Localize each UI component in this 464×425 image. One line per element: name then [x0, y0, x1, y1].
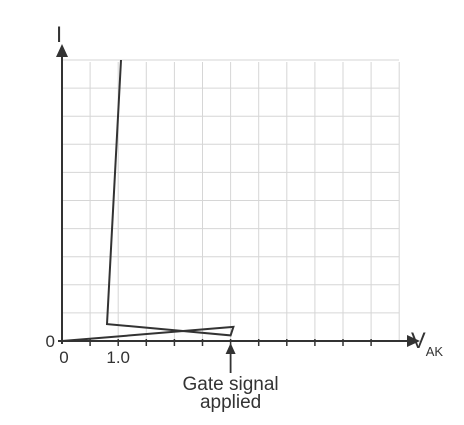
x-axis-arrowhead — [407, 335, 420, 347]
grid — [62, 59, 400, 341]
axes — [56, 44, 420, 347]
annotation-arrowhead — [225, 343, 236, 354]
x-axis-label: VAK — [411, 328, 443, 359]
x-tick-label-1: 1.0 — [106, 348, 130, 367]
y-axis-arrowhead — [56, 44, 68, 57]
y-axis-label: I — [56, 22, 62, 47]
annotation-text-line2: applied — [200, 392, 261, 413]
gate-signal-annotation: Gate signal applied — [183, 343, 279, 413]
x-axis-label-main: V — [411, 328, 426, 353]
vi-curve — [61, 59, 235, 342]
x-axis-label-subscript: AK — [426, 344, 444, 359]
y-tick-label-0: 0 — [46, 332, 55, 351]
x-tick-label-0: 0 — [59, 348, 68, 367]
x-axis-ticks — [89, 339, 372, 346]
annotation-text-line1: Gate signal — [183, 374, 279, 395]
